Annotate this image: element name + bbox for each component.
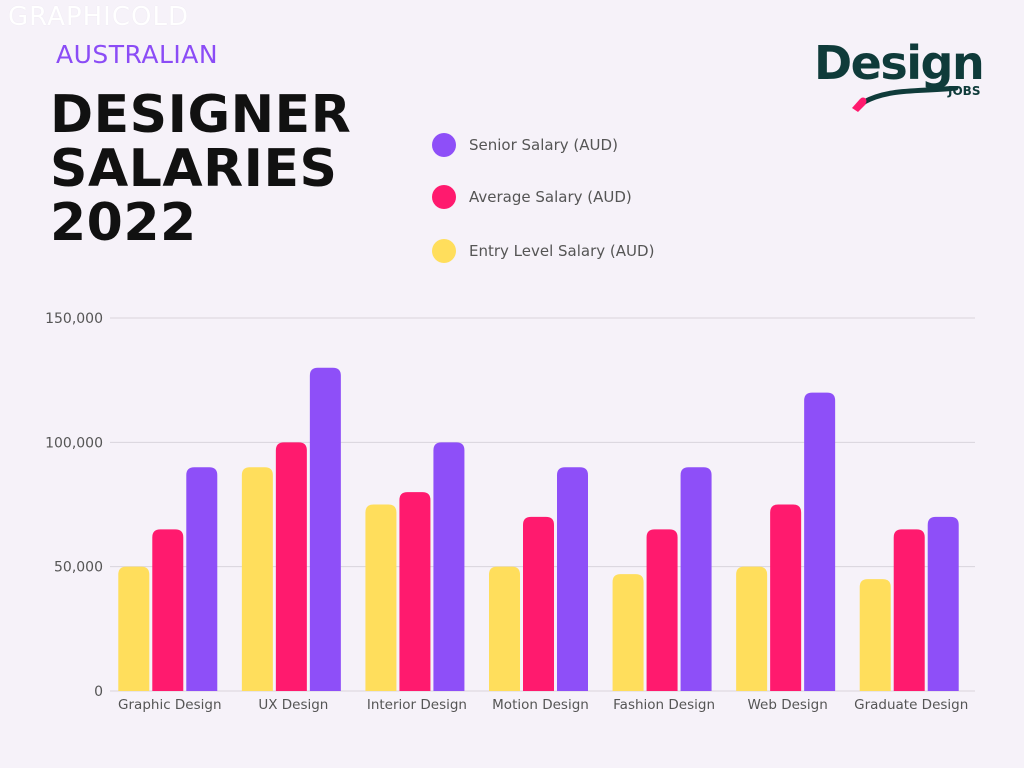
bar — [118, 566, 150, 691]
bar — [241, 467, 273, 691]
bar — [523, 516, 554, 691]
x-tick-label: Interior Design — [367, 697, 467, 713]
y-tick-label: 150,000 — [45, 311, 103, 327]
bar — [736, 566, 768, 691]
bar — [859, 579, 891, 691]
bar — [275, 442, 307, 691]
title-line-1: DESIGNER — [50, 85, 352, 145]
bar — [152, 529, 184, 691]
x-tick-label: Web Design — [747, 697, 827, 713]
watermark-text: GRAPHICOLD — [8, 2, 189, 32]
legend-item-entry: Entry Level Salary (AUD) — [432, 239, 654, 263]
bar — [309, 367, 341, 691]
legend-label-senior: Senior Salary (AUD) — [469, 136, 618, 154]
bar — [365, 504, 397, 691]
bar — [893, 529, 925, 691]
x-tick-label: Fashion Design — [613, 697, 715, 713]
bar — [680, 467, 712, 691]
bar — [646, 529, 678, 691]
bar — [770, 504, 802, 691]
x-tick-label: Graphic Design — [118, 697, 222, 713]
bar — [927, 516, 959, 691]
x-tick-label: UX Design — [258, 697, 328, 713]
bar — [612, 574, 644, 691]
y-tick-label: 0 — [94, 684, 103, 700]
title-line-2: SALARIES — [50, 139, 338, 199]
y-tick-label: 100,000 — [45, 435, 103, 451]
legend-label-average: Average Salary (AUD) — [469, 188, 632, 206]
legend-item-average: Average Salary (AUD) — [432, 185, 632, 209]
legend-swatch-entry — [432, 239, 456, 263]
legend-swatch-senior — [432, 133, 456, 157]
eyebrow-label: AUSTRALIAN — [56, 40, 219, 69]
y-tick-label: 50,000 — [54, 560, 103, 576]
pen-swoosh-icon — [852, 86, 959, 112]
bar — [433, 442, 465, 691]
design-jobs-logo: Design JOBS — [812, 36, 992, 116]
bar — [804, 392, 836, 691]
title-line-3: 2022 — [50, 193, 197, 253]
bar — [399, 492, 431, 691]
legend-swatch-average — [432, 185, 456, 209]
bar — [489, 566, 520, 691]
legend-label-entry: Entry Level Salary (AUD) — [469, 242, 655, 260]
bar — [186, 467, 218, 691]
bar — [557, 467, 588, 691]
logo-wordmark: Design — [814, 36, 985, 90]
x-tick-label: Motion Design — [492, 697, 589, 713]
legend-item-senior: Senior Salary (AUD) — [432, 133, 618, 157]
page-title: DESIGNER SALARIES 2022 — [50, 88, 351, 250]
x-tick-label: Graduate Design — [854, 697, 968, 713]
